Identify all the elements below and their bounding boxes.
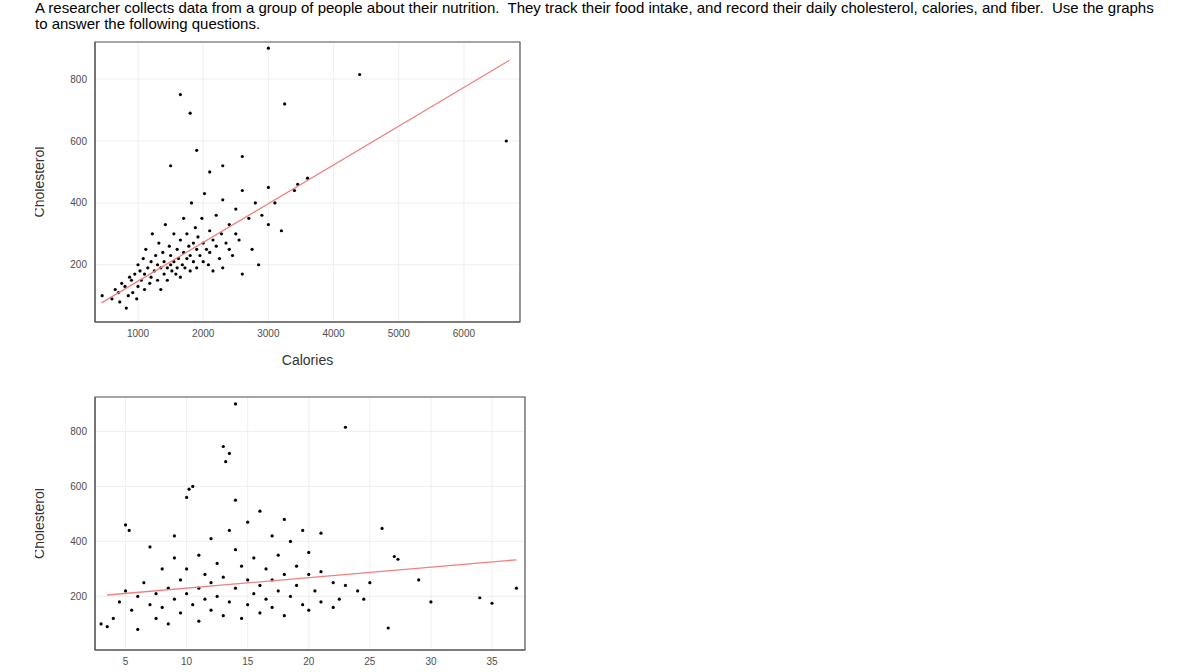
svg-text:800: 800 <box>70 426 87 437</box>
svg-text:200: 200 <box>70 591 87 602</box>
svg-text:4000: 4000 <box>322 328 345 339</box>
svg-text:800: 800 <box>70 74 87 85</box>
svg-text:30: 30 <box>425 656 437 667</box>
svg-text:15: 15 <box>242 656 254 667</box>
svg-text:400: 400 <box>70 197 87 208</box>
svg-text:6000: 6000 <box>453 328 476 339</box>
svg-text:600: 600 <box>70 136 87 147</box>
svg-text:1000: 1000 <box>127 328 150 339</box>
svg-text:3000: 3000 <box>257 328 280 339</box>
svg-text:20: 20 <box>303 656 315 667</box>
svg-text:10: 10 <box>181 656 193 667</box>
svg-text:Calories: Calories <box>282 352 333 367</box>
html-text:A researcher collects data fro: A researcher collects data from a group … <box>35 0 1158 32</box>
svg-text:25: 25 <box>364 656 376 667</box>
svg-text:Cholesterol: Cholesterol <box>35 147 47 218</box>
svg-text:400: 400 <box>70 536 87 547</box>
svg-text:Cholesterol: Cholesterol <box>35 488 47 559</box>
svg-text:35: 35 <box>486 656 498 667</box>
svg-text:5000: 5000 <box>388 328 411 339</box>
svg-text:600: 600 <box>70 481 87 492</box>
svg-text:5: 5 <box>123 656 129 667</box>
svg-text:2000: 2000 <box>192 328 215 339</box>
svg-text:200: 200 <box>70 259 87 270</box>
